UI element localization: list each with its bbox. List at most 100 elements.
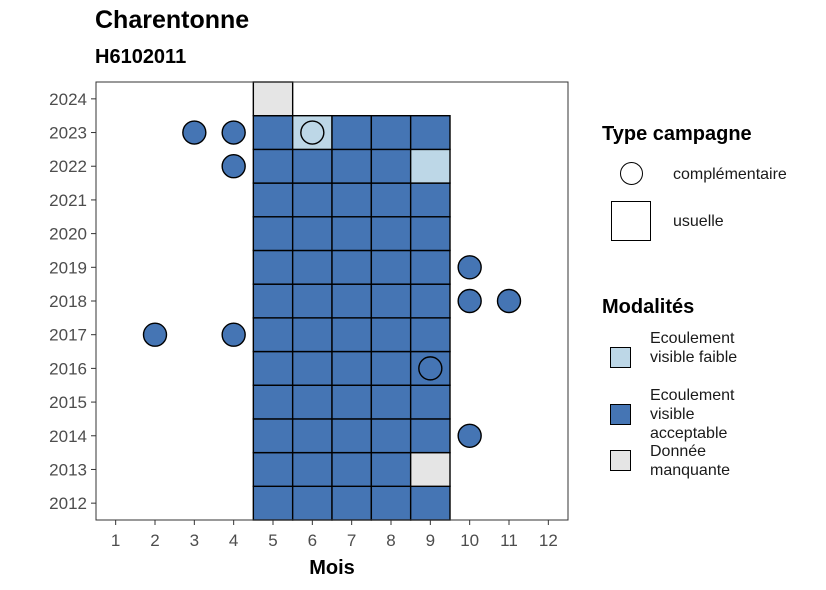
tile-2014-7 [331,418,373,454]
chart-subtitle: H6102011 [95,46,187,68]
x-axis-title: Mois [309,557,355,579]
x-tick-label-11: 11 [500,531,518,550]
y-tick-label-2019: 2019 [49,258,87,277]
tile-2018-8 [370,283,412,319]
tile-2013-8 [370,451,412,488]
y-tick-label-2014: 2014 [49,427,87,446]
tile-2018-9 [409,283,451,319]
tile-2018-5 [252,283,294,319]
tile-2017-8 [370,317,412,353]
legend-fill-key-manquante [610,450,631,471]
point-2023-6 [300,120,325,145]
y-tick-label-2020: 2020 [49,225,87,244]
tile-2022-5 [252,148,294,184]
point-2023-3 [182,120,207,145]
tile-2022-9 [409,148,451,184]
tile-2014-9 [409,418,451,454]
point-2022-4 [221,154,246,179]
tile-2015-5 [252,384,294,420]
tile-2019-8 [370,249,412,285]
tile-2024-5 [252,81,294,117]
legend-shape-label-complementaire: complémentaire [673,166,787,183]
tile-2017-9 [409,317,451,353]
tile-2014-5 [252,418,294,454]
tile-2021-8 [370,182,412,218]
legend-fill-label-acceptable: Ecoulement visible acceptable [650,387,735,442]
tile-2016-8 [370,350,412,386]
legend-fill-key-faible [610,347,631,368]
x-tick-label-2: 2 [150,531,159,550]
tile-2021-6 [291,182,333,218]
x-tick-label-10: 10 [460,531,479,550]
point-2017-2 [142,322,168,347]
tile-2020-7 [331,216,373,252]
legend-fill-title: Modalités [602,296,695,318]
tile-2023-7 [331,114,373,151]
tile-2020-9 [409,216,451,252]
tile-2012-7 [331,485,373,521]
x-tick-label-3: 3 [190,531,199,550]
tile-2015-9 [409,384,451,420]
tile-2015-6 [291,384,333,420]
tile-2018-6 [291,283,333,319]
tile-2013-6 [291,451,333,488]
y-tick-label-2012: 2012 [49,494,87,513]
tile-2016-6 [291,350,333,386]
tile-2017-5 [252,317,294,353]
tile-2023-9 [409,114,451,151]
tile-2019-6 [291,249,333,285]
chart-title: Charentonne [95,6,250,34]
legend-fill-key-acceptable [610,404,631,425]
x-tick-label-4: 4 [229,531,238,550]
tile-2022-7 [331,148,373,184]
tile-2022-8 [370,148,412,184]
tile-2012-5 [252,485,294,521]
legend-shape-label-usuelle: usuelle [673,213,724,230]
tile-2012-9 [409,485,451,521]
point-2023-4 [221,120,246,145]
x-tick-label-9: 9 [426,531,435,550]
tile-2020-5 [252,216,294,252]
tile-2016-5 [252,350,294,386]
x-tick-label-6: 6 [308,531,317,550]
legend-fill-label-manquante: Donnée manquante [650,443,731,479]
x-tick-label-12: 12 [539,531,558,550]
x-tick-label-5: 5 [268,531,277,550]
tile-2018-7 [331,283,373,319]
tile-2021-9 [409,182,451,218]
legend-circle-key [620,162,643,185]
point-2019-10 [457,255,482,280]
tile-2015-8 [370,384,412,420]
y-tick-label-2022: 2022 [49,157,87,176]
tile-2014-8 [370,418,412,454]
x-tick-label-7: 7 [347,531,356,550]
tile-2019-7 [331,249,373,285]
x-tick-label-1: 1 [111,531,120,550]
tile-2013-7 [331,451,373,488]
point-2014-10 [457,423,482,448]
tile-2017-7 [331,317,373,353]
legend-fill-label-faible: Ecoulement visible faible [650,330,738,366]
point-2016-9 [418,356,443,381]
tile-2021-5 [252,182,294,218]
y-tick-label-2018: 2018 [49,292,87,311]
tile-2012-6 [291,485,333,521]
y-tick-label-2016: 2016 [49,359,87,378]
tile-2014-6 [291,418,333,454]
y-tick-label-2015: 2015 [49,393,87,412]
point-2018-10 [457,288,482,314]
tile-2015-7 [331,384,373,420]
legend-shape-title: Type campagne [602,123,752,145]
y-tick-label-2017: 2017 [49,326,87,345]
tile-2016-7 [331,350,373,386]
y-tick-label-2013: 2013 [49,460,87,479]
tile-2020-8 [370,216,412,252]
tile-2019-9 [409,249,451,285]
tile-2023-8 [370,114,412,151]
y-tick-label-2023: 2023 [49,124,87,143]
tile-2017-6 [291,317,333,353]
tile-2023-5 [252,114,294,151]
tile-2019-5 [252,249,294,285]
tile-2021-7 [331,182,373,218]
